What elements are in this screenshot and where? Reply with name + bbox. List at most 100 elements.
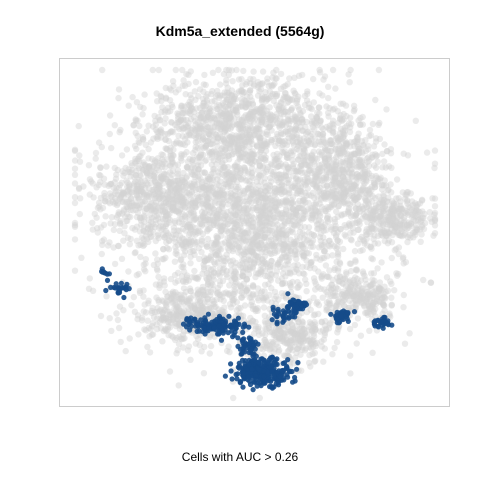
background-point	[308, 231, 315, 238]
background-point	[175, 296, 182, 303]
background-point	[266, 227, 273, 234]
background-point	[189, 248, 196, 255]
background-point	[287, 149, 294, 156]
background-point	[194, 162, 201, 169]
background-point	[255, 216, 263, 223]
background-point	[102, 213, 109, 220]
background-point	[248, 164, 256, 172]
background-point	[141, 161, 149, 168]
background-point	[220, 209, 227, 217]
background-point	[149, 205, 157, 213]
background-point	[317, 119, 324, 126]
background-point	[313, 251, 320, 259]
background-point	[203, 193, 210, 200]
background-point	[214, 176, 221, 183]
background-point	[231, 263, 238, 270]
background-point	[303, 180, 311, 187]
background-point	[161, 234, 168, 241]
background-point	[429, 195, 436, 202]
background-point	[247, 256, 254, 263]
background-point	[191, 305, 199, 312]
background-point	[161, 234, 168, 241]
background-point	[178, 273, 185, 280]
background-point	[291, 222, 298, 229]
background-point	[203, 241, 210, 248]
background-point	[262, 272, 269, 280]
background-point	[238, 141, 246, 148]
background-point	[388, 254, 395, 262]
background-point	[273, 116, 280, 123]
background-point	[216, 108, 224, 116]
background-point	[187, 212, 194, 219]
background-point	[205, 148, 213, 155]
background-point	[181, 178, 188, 185]
background-point	[320, 125, 327, 133]
background-point	[160, 278, 168, 285]
background-point	[183, 132, 190, 140]
background-point	[180, 243, 188, 250]
background-point	[324, 215, 331, 222]
background-point	[253, 232, 261, 239]
background-point	[245, 217, 252, 224]
background-point	[167, 162, 174, 170]
background-point	[251, 251, 258, 259]
background-point	[228, 67, 236, 74]
background-point	[269, 240, 276, 247]
background-point	[217, 228, 225, 235]
background-point	[345, 208, 352, 216]
background-point	[225, 156, 233, 163]
background-point	[230, 274, 238, 281]
background-point	[182, 238, 189, 246]
background-point	[248, 240, 256, 248]
background-point	[224, 181, 231, 188]
background-point	[238, 144, 245, 152]
background-point	[325, 156, 332, 163]
background-point	[283, 154, 291, 161]
background-point	[151, 223, 159, 231]
background-point	[271, 242, 279, 249]
background-point	[294, 188, 302, 195]
background-point	[307, 261, 315, 269]
background-point	[205, 211, 212, 219]
background-point	[187, 227, 195, 234]
background-point	[374, 265, 381, 272]
background-point	[283, 257, 291, 265]
background-point	[180, 125, 188, 132]
background-point	[249, 305, 257, 313]
background-point	[187, 107, 194, 114]
background-point	[254, 253, 261, 260]
background-point	[140, 236, 147, 243]
background-point	[195, 165, 202, 172]
background-point	[309, 181, 317, 188]
background-point	[359, 121, 366, 128]
background-point	[279, 270, 287, 277]
background-point	[231, 226, 238, 233]
background-point	[224, 183, 232, 190]
background-point	[234, 144, 241, 151]
background-point	[371, 232, 378, 239]
background-point	[249, 132, 257, 139]
background-point	[285, 212, 293, 219]
background-point	[200, 370, 208, 377]
background-point	[290, 240, 298, 248]
background-point	[201, 258, 209, 265]
background-point	[249, 247, 257, 255]
background-point	[117, 194, 124, 202]
background-point	[353, 192, 360, 199]
background-point	[219, 159, 226, 166]
background-point	[270, 168, 277, 176]
background-point	[362, 177, 370, 184]
background-point	[289, 183, 296, 190]
background-point	[281, 189, 289, 196]
background-point	[260, 142, 267, 149]
background-point	[350, 212, 357, 219]
background-point	[236, 154, 244, 161]
background-point	[312, 217, 319, 224]
background-point	[215, 244, 222, 252]
background-point	[201, 158, 209, 165]
background-point	[253, 178, 261, 185]
background-point	[184, 347, 192, 354]
background-point	[214, 156, 222, 164]
background-point	[221, 180, 228, 188]
background-point	[249, 248, 256, 255]
